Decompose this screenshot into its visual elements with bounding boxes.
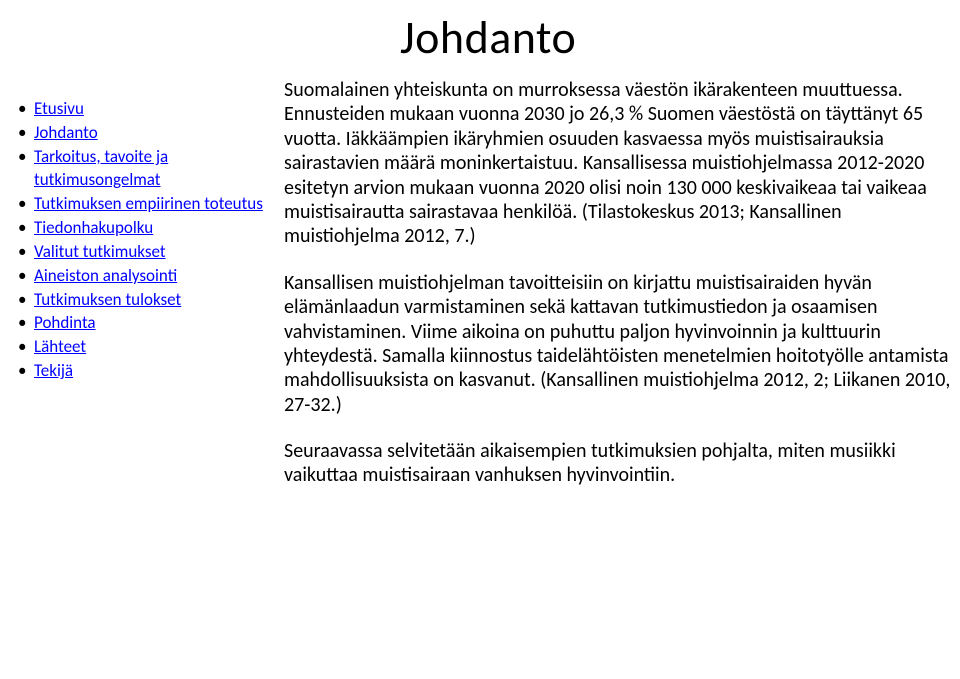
nav-item-tarkoitus[interactable]: Tarkoitus, tavoite ja tutkimusongelmat xyxy=(10,146,270,192)
nav-item-tekija[interactable]: Tekijä xyxy=(10,360,270,383)
paragraph-1: Suomalainen yhteiskunta on murroksessa v… xyxy=(284,78,954,249)
nav-item-valitut-tutkimukset[interactable]: Valitut tutkimukset xyxy=(10,241,270,264)
nav-item-johdanto[interactable]: Johdanto xyxy=(10,122,270,145)
nav-item-pohdinta[interactable]: Pohdinta xyxy=(10,312,270,335)
slide: Johdanto Etusivu Johdanto Tarkoitus, tav… xyxy=(0,0,960,679)
paragraph-2: Kansallisen muistiohjelman tavoitteisiin… xyxy=(284,271,954,417)
nav-item-etusivu[interactable]: Etusivu xyxy=(10,98,270,121)
paragraph-3: Seuraavassa selvitetään aikaisempien tut… xyxy=(284,439,954,488)
page-title: Johdanto xyxy=(400,10,576,66)
nav-item-tiedonhakupolku[interactable]: Tiedonhakupolku xyxy=(10,217,270,240)
nav-list: Etusivu Johdanto Tarkoitus, tavoite ja t… xyxy=(10,98,270,383)
nav-item-aineiston-analysointi[interactable]: Aineiston analysointi xyxy=(10,265,270,288)
nav-item-lahteet[interactable]: Lähteet xyxy=(10,336,270,359)
sidebar-nav: Etusivu Johdanto Tarkoitus, tavoite ja t… xyxy=(10,98,270,384)
body-text: Suomalainen yhteiskunta on murroksessa v… xyxy=(284,78,954,510)
nav-item-tutkimuksen-toteutus[interactable]: Tutkimuksen empiirinen toteutus xyxy=(10,193,270,216)
nav-item-tutkimuksen-tulokset[interactable]: Tutkimuksen tulokset xyxy=(10,289,270,312)
